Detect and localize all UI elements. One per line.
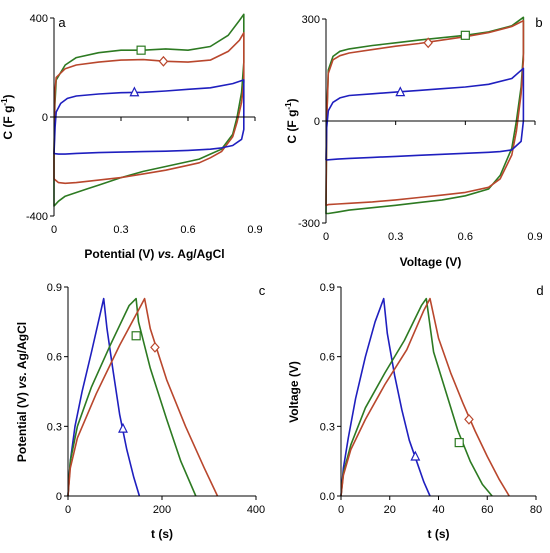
x-tick-label: 200 <box>153 504 171 516</box>
x-tick-label: 0.3 <box>388 231 403 243</box>
label-part: Ag/AgCl <box>174 247 224 261</box>
y-tick-label: -400 <box>26 211 48 223</box>
y-tick-label: 0 <box>56 491 62 503</box>
x-tick-label: 0 <box>51 224 57 236</box>
marker-triangle <box>395 86 406 97</box>
x-tick-label: 20 <box>384 504 396 516</box>
y-axis-label: Potential (V) vs. Ag/AgCl <box>15 322 29 462</box>
marker-triangle <box>410 450 421 461</box>
y-tick-label: 0.6 <box>320 352 335 364</box>
label-part: Ag/AgCl <box>15 322 29 372</box>
y-tick-label: 400 <box>30 13 48 25</box>
series-line-blue <box>67 297 141 497</box>
series-line-green <box>340 297 493 497</box>
series-line-green <box>67 297 197 497</box>
y-tick-label: 0.3 <box>320 421 335 433</box>
x-tick-label: 60 <box>481 504 493 516</box>
y-axis-label: C (F g-1) <box>0 94 15 139</box>
x-tick-label: 40 <box>432 504 444 516</box>
panel-c: 0 200 400 0.9 0.6 0.3 0 c t (s) Potential (V) vs.… <box>15 282 266 541</box>
y-tick-label: 0.9 <box>320 282 335 294</box>
series-line-blue <box>325 67 525 161</box>
panel-letter: a <box>58 15 66 30</box>
marker-square <box>460 30 470 40</box>
series-line-red <box>340 297 510 497</box>
marker-triangle <box>129 86 140 97</box>
series-line-red <box>53 31 245 185</box>
label-part: Voltage (V) <box>400 255 462 269</box>
label-part: t (s) <box>428 527 450 541</box>
marker-square <box>131 331 141 341</box>
label-superscript: -1 <box>284 102 293 110</box>
label-part: vs. <box>15 372 29 389</box>
x-tick-label: 400 <box>247 504 265 516</box>
panel-letter: d <box>536 283 543 298</box>
label-part: ) <box>1 94 15 98</box>
panel-letter: c <box>259 283 266 298</box>
marker-diamond <box>464 413 474 425</box>
marker-triangle <box>118 422 128 433</box>
marker-diamond <box>158 55 169 67</box>
series-line-red <box>325 19 525 207</box>
label-part: ) <box>285 98 299 102</box>
x-tick-label: 0 <box>323 231 329 243</box>
label-part: vs. <box>158 247 175 261</box>
y-tick-label: 0 <box>314 116 320 128</box>
x-tick-label: 0 <box>65 504 71 516</box>
label-part: t (s) <box>151 527 173 541</box>
x-tick-label: 0.6 <box>180 224 195 236</box>
label-part: C (F g <box>1 106 15 140</box>
x-tick-label: 0.9 <box>247 224 262 236</box>
y-tick-label: 0.6 <box>47 352 62 364</box>
x-tick-label: 0.9 <box>527 231 542 243</box>
x-axis-label: Voltage (V) <box>400 255 462 269</box>
x-axis-label: t (s) <box>428 527 450 541</box>
marker-diamond <box>423 37 433 49</box>
label-part: Potential (V) <box>15 389 29 462</box>
label-part: Voltage (V) <box>287 361 301 423</box>
x-axis-label: Potential (V) vs. Ag/AgCl <box>84 247 224 261</box>
y-tick-label: 0.9 <box>47 282 62 294</box>
y-axis-label: C (F g-1) <box>284 98 299 143</box>
x-tick-label: 80 <box>530 504 542 516</box>
label-part: C (F g <box>285 110 299 144</box>
label-part: Potential (V) <box>84 247 157 261</box>
series-line-blue <box>53 79 245 155</box>
label-superscript: -1 <box>0 98 9 106</box>
y-tick-label: -300 <box>298 218 320 230</box>
y-tick-label: 300 <box>302 14 320 26</box>
x-tick-label: 0.3 <box>113 224 128 236</box>
x-axis-label: t (s) <box>151 527 173 541</box>
y-tick-label: 0.3 <box>47 421 62 433</box>
y-tick-label: 0 <box>42 112 48 124</box>
marker-square <box>136 45 146 55</box>
marker-square <box>454 437 464 448</box>
panel-letter: b <box>535 15 542 30</box>
series-line-red <box>67 297 219 497</box>
series-line-green <box>53 13 245 207</box>
y-axis-label: Voltage (V) <box>287 361 301 423</box>
panel-d: 0 20 40 60 80 0.9 0.6 0.3 0.0 d t (s) Voltage (V) <box>287 282 544 541</box>
y-tick-label: 0.0 <box>320 491 335 503</box>
x-tick-label: 0.6 <box>458 231 473 243</box>
marker-diamond <box>150 341 160 353</box>
x-tick-label: 0 <box>338 504 344 516</box>
